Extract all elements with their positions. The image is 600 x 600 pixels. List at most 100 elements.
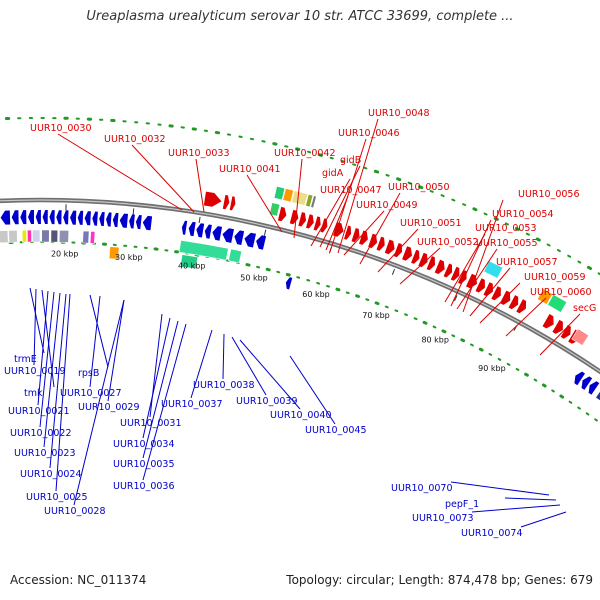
gene-label-forward: UUR10_0052 bbox=[417, 237, 479, 248]
leader-line-reverse bbox=[504, 497, 557, 501]
feature-block bbox=[58, 229, 70, 243]
gc-dot-outer bbox=[407, 181, 412, 185]
gene-label-forward: UUR10_0047 bbox=[320, 185, 382, 196]
gc-dot-outer bbox=[483, 212, 488, 216]
leader-line-forward bbox=[293, 158, 303, 239]
gene-features bbox=[0, 185, 600, 401]
feature-block bbox=[305, 193, 314, 208]
gc-dot-outer bbox=[261, 140, 266, 143]
leader-line-forward bbox=[329, 138, 367, 253]
gc-dot-inner bbox=[335, 287, 341, 292]
reverse-gene-arrow bbox=[28, 210, 34, 224]
gene-label-forward: UUR10_0030 bbox=[30, 123, 92, 134]
gene-label-reverse: UUR10_0039 bbox=[236, 396, 298, 407]
leader-line-reverse bbox=[29, 287, 45, 354]
reverse-gene-arrow bbox=[35, 210, 41, 224]
gc-dot-outer bbox=[317, 153, 323, 157]
gene-label-reverse: UUR10_0031 bbox=[120, 418, 182, 429]
gc-dot-outer bbox=[472, 207, 478, 212]
reverse-gene-arrow bbox=[256, 235, 267, 250]
gene-label-reverse: UUR10_0028 bbox=[44, 506, 106, 517]
scale-tick bbox=[263, 229, 267, 236]
leader-line-reverse bbox=[471, 504, 561, 513]
gc-dot-inner bbox=[296, 276, 301, 279]
gc-dot-inner bbox=[316, 282, 321, 285]
feature-block bbox=[82, 230, 90, 244]
genome-summary-text: Topology: circular; Length: 874,478 bp; … bbox=[286, 573, 593, 587]
gc-dot-outer bbox=[462, 203, 467, 206]
gene-label-reverse: UUR10_0019 bbox=[4, 366, 66, 377]
gc-dot-outer bbox=[567, 254, 572, 258]
gene-label-forward: UUR10_0056 bbox=[518, 189, 580, 200]
gene-label-forward: UUR10_0042 bbox=[274, 148, 336, 159]
accession-text: Accession: NC_011374 bbox=[10, 573, 147, 587]
gc-dot-inner bbox=[460, 338, 466, 343]
forward-gene-arrow bbox=[508, 295, 519, 310]
scale-label: 80 kbp bbox=[421, 336, 449, 345]
scale-tick bbox=[391, 269, 395, 275]
forward-gene-arrow bbox=[466, 273, 477, 289]
reverse-gene-arrow bbox=[119, 213, 128, 228]
leader-line-reverse bbox=[142, 317, 171, 439]
feature-block bbox=[8, 229, 18, 243]
genome-backbone bbox=[0, 197, 600, 375]
reverse-gene-arrow bbox=[11, 210, 19, 225]
scale-label: 30 kbp bbox=[115, 253, 143, 262]
leader-line-forward bbox=[505, 297, 547, 337]
feature-block bbox=[21, 229, 27, 243]
reverse-gene-arrow bbox=[588, 381, 600, 395]
leader-line-reverse bbox=[142, 323, 187, 481]
reverse-gene-arrow bbox=[70, 210, 77, 225]
forward-gene-arrow bbox=[560, 324, 571, 339]
feature-block bbox=[273, 185, 286, 201]
forward-gene-arrow bbox=[359, 230, 368, 245]
forward-gene-arrow bbox=[313, 216, 321, 231]
leader-line-forward bbox=[456, 248, 498, 310]
feature-block bbox=[0, 230, 9, 244]
gc-dot-outer bbox=[340, 160, 345, 163]
forward-gene-arrow bbox=[384, 239, 395, 255]
gene-label-reverse: UUR10_0074 bbox=[461, 528, 523, 539]
gc-dot-inner bbox=[488, 353, 493, 356]
leader-line-reverse bbox=[107, 299, 125, 402]
feature-block bbox=[310, 195, 317, 209]
gc-dot-outer bbox=[504, 222, 509, 226]
scale-label: 50 kbp bbox=[240, 274, 268, 283]
gc-dot-outer bbox=[385, 174, 390, 177]
gc-dot-outer bbox=[451, 198, 456, 202]
gc-dot-inner bbox=[345, 291, 350, 295]
leader-line-forward bbox=[131, 144, 195, 213]
gene-label-reverse: UUR10_0021 bbox=[8, 406, 70, 417]
gc-dot-inner bbox=[265, 267, 271, 272]
leader-line-forward bbox=[310, 178, 351, 247]
gc-dot-outer bbox=[352, 163, 357, 166]
gc-dot-inner bbox=[506, 362, 511, 366]
forward-gene-arrow bbox=[443, 263, 452, 278]
forward-gene-arrow bbox=[450, 266, 460, 281]
gene-label-forward: UUR10_0055 bbox=[476, 238, 538, 249]
gc-dot-inner bbox=[551, 389, 555, 393]
gc-dot-inner bbox=[524, 372, 529, 377]
gc-dot-inner bbox=[451, 334, 456, 338]
reverse-gene-arrow bbox=[84, 211, 91, 226]
feature-block bbox=[291, 190, 309, 206]
reverse-gene-arrow bbox=[196, 223, 205, 238]
gc-dot-inner bbox=[404, 313, 408, 317]
leader-line-reverse bbox=[49, 293, 67, 469]
gene-label-reverse: trmE bbox=[14, 354, 37, 365]
gc-dot-outer bbox=[514, 227, 520, 231]
scale-tick bbox=[132, 208, 135, 215]
reverse-gene-arrow bbox=[56, 210, 62, 225]
gene-label-reverse: UUR10_0036 bbox=[113, 481, 175, 492]
gene-label-reverse: UUR10_0040 bbox=[270, 410, 332, 421]
feature-block bbox=[41, 229, 50, 243]
gene-label-reverse: rpsB bbox=[78, 368, 99, 379]
gene-label-forward: UUR10_0054 bbox=[492, 209, 554, 220]
gene-label-forward: UUR10_0059 bbox=[524, 272, 586, 283]
leader-line-reverse bbox=[520, 511, 567, 528]
gene-label-reverse: UUR10_0035 bbox=[113, 459, 175, 470]
gc-dot-inner bbox=[365, 298, 370, 301]
gc-dot-inner bbox=[245, 263, 251, 267]
